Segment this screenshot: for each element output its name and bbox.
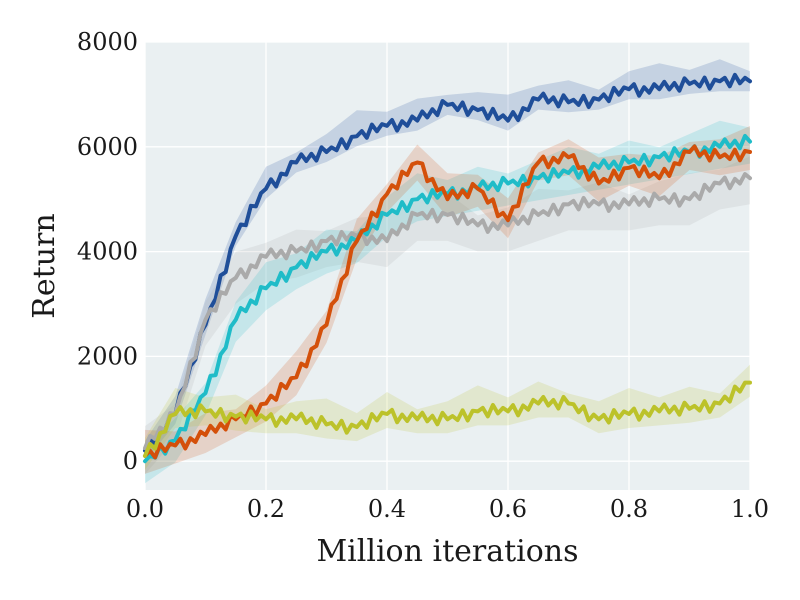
x-tick-label: 0.0 xyxy=(126,495,164,523)
x-tick-label: 0.4 xyxy=(368,495,406,523)
series-line-3 xyxy=(143,144,752,460)
series-line-0 xyxy=(143,72,752,453)
series-line-2 xyxy=(143,133,752,464)
y-tick-labels: 0 2000 4000 6000 8000 xyxy=(77,28,138,475)
x-tick-label: 1.0 xyxy=(731,495,769,523)
x-tick-label: 0.6 xyxy=(489,495,527,523)
series-band-1 xyxy=(145,156,750,475)
grid-lines xyxy=(144,41,751,490)
y-axis-label: Return xyxy=(27,213,62,318)
y-tick-label: 0 xyxy=(123,447,138,475)
y-tick-label: 2000 xyxy=(77,342,138,370)
y-tick-label: 6000 xyxy=(77,133,138,161)
x-tick-labels: 0.0 0.2 0.4 0.6 0.8 1.0 xyxy=(126,495,769,523)
series-lines xyxy=(143,72,752,464)
x-axis-label: Million iterations xyxy=(316,534,578,569)
x-tick-label: 0.2 xyxy=(247,495,285,523)
x-tick-label: 0.8 xyxy=(610,495,648,523)
y-tick-label: 4000 xyxy=(77,238,138,266)
y-tick-label: 8000 xyxy=(77,28,138,56)
series-line-1 xyxy=(143,172,752,451)
series-line-4 xyxy=(143,380,752,458)
series-band-3 xyxy=(145,126,750,474)
